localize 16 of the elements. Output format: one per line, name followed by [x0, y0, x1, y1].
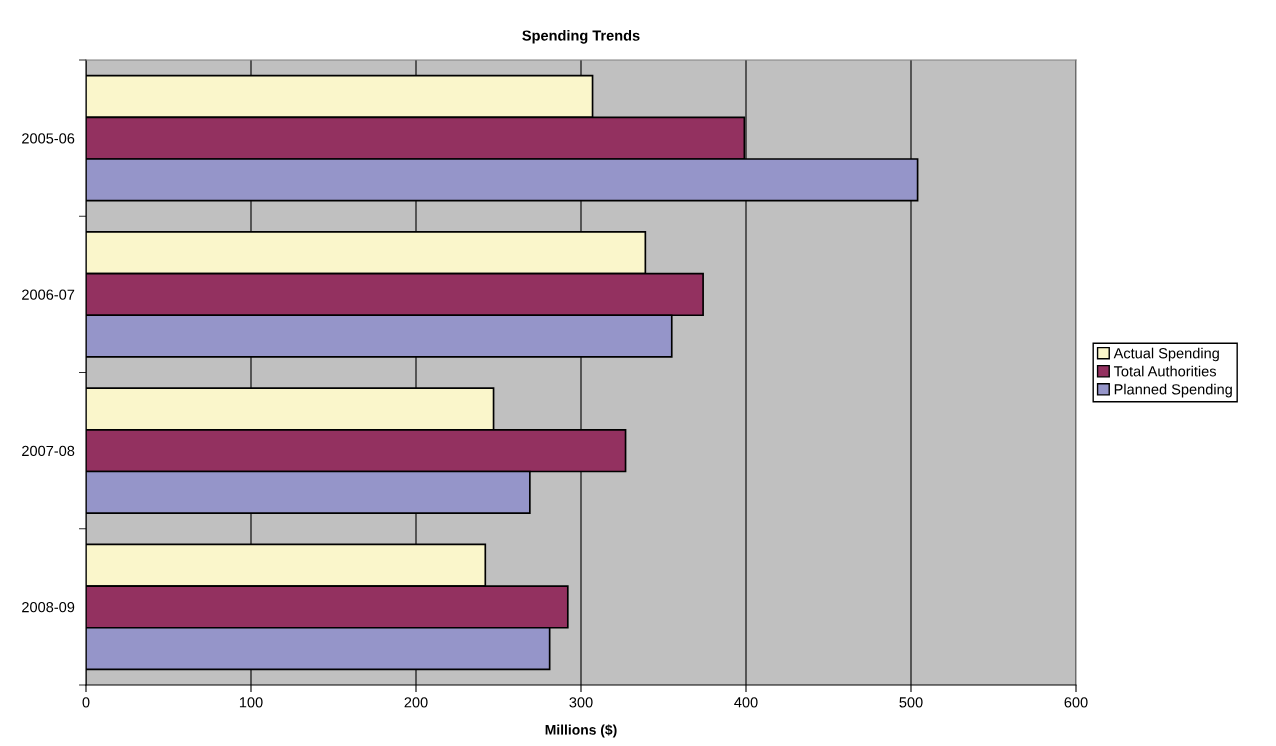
chart-title: Spending Trends: [522, 30, 640, 44]
x-tick-label: 0: [82, 697, 90, 708]
legend-label: Planned Spending: [1114, 383, 1232, 398]
legend-label: Total Authorities: [1113, 365, 1217, 377]
x-tick-label: 200: [404, 697, 428, 708]
x-tick-label: 300: [569, 697, 593, 708]
x-tick-label: 400: [734, 697, 758, 708]
y-tick-label: 2006-07: [22, 289, 75, 300]
legend-label: Actual Spending: [1113, 347, 1219, 362]
y-tick-label: 2007-08: [22, 445, 75, 457]
x-tick-label: 600: [1064, 697, 1088, 708]
x-tick-label: 100: [239, 697, 263, 708]
x-axis-title: Millions ($): [545, 724, 617, 738]
y-tick-label: 2008-09: [22, 601, 75, 613]
y-tick-label: 2005-06: [22, 133, 75, 144]
x-tick-label: 500: [899, 697, 923, 708]
